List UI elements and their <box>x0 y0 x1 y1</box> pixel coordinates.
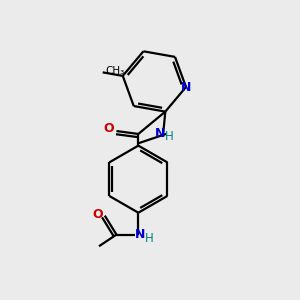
Text: H: H <box>165 130 174 143</box>
Text: O: O <box>104 122 115 135</box>
Text: O: O <box>92 208 103 221</box>
Text: H: H <box>145 232 154 245</box>
Text: N: N <box>135 228 145 241</box>
Text: CH₃: CH₃ <box>106 66 125 76</box>
Text: N: N <box>155 128 165 140</box>
Text: N: N <box>181 80 191 94</box>
